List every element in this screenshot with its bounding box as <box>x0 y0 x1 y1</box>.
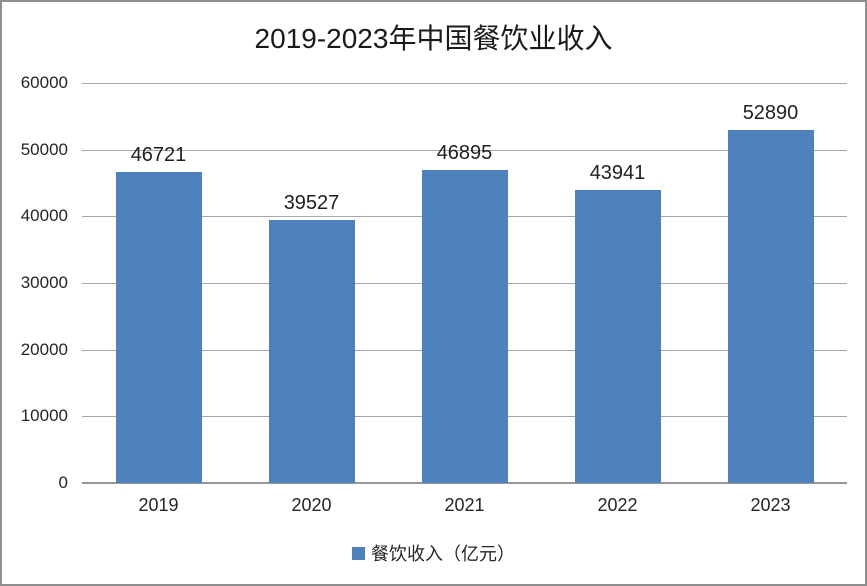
x-tick-label: 2019 <box>138 495 179 515</box>
y-tick-label: 20000 <box>20 339 68 359</box>
chart-title: 2019-2023年中国餐饮业收入 <box>254 23 613 54</box>
x-tick-label: 2021 <box>444 495 485 515</box>
bar-value-label: 43941 <box>589 162 646 185</box>
legend-swatch-icon <box>352 546 365 560</box>
y-tick-label: 40000 <box>20 206 68 226</box>
y-tick-label: 30000 <box>20 273 68 292</box>
bar-value-label: 39527 <box>283 191 340 214</box>
bar-value-label: 52890 <box>742 102 799 125</box>
y-tick-label: 0 <box>58 473 68 492</box>
gridline <box>82 83 847 84</box>
legend: 餐饮收入（亿元） <box>2 540 865 566</box>
legend-label: 餐饮收入（亿元） <box>371 544 515 564</box>
bar-value-label: 46895 <box>436 142 493 165</box>
axis-baseline <box>82 482 847 484</box>
plot-area: 46721 39527 46895 43941 52890 <box>82 83 847 484</box>
bar-value-label: 46721 <box>130 143 187 166</box>
y-tick-label: 50000 <box>20 139 68 159</box>
x-tick-label: 2020 <box>291 495 332 515</box>
gridline <box>82 149 847 151</box>
bar-2022 <box>574 190 661 483</box>
x-tick-label: 2022 <box>597 495 638 515</box>
bar-2023 <box>727 130 814 483</box>
x-tick-label: 2023 <box>750 495 791 515</box>
bar-2019 <box>115 171 202 483</box>
bar-2020 <box>268 219 355 483</box>
y-tick-label: 60000 <box>20 73 68 92</box>
bar-2021 <box>421 170 508 483</box>
y-tick-label: 10000 <box>20 406 68 426</box>
